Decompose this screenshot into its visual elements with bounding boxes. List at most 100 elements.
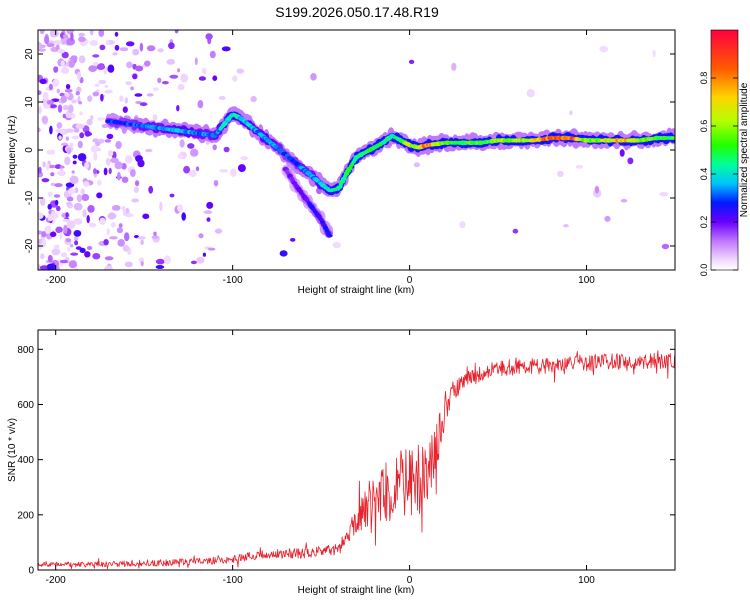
- spectrogram-noise-speck: [237, 164, 246, 173]
- spectrogram-noise-speck: [451, 62, 457, 71]
- spectrogram-noise-speck: [119, 47, 129, 52]
- spectrogram-noise-speck: [117, 239, 125, 247]
- spectrogram-noise-speck: [65, 128, 74, 133]
- snr-panel: -200 -100 0 100 0 200 400 600 800 Height of str…: [7, 329, 676, 596]
- spectrogram-noise-speck: [95, 141, 101, 147]
- spectrogram-noise-layer: [38, 30, 670, 270]
- spectrogram-noise-speck: [70, 55, 78, 61]
- spectrogram-noise-speck: [132, 48, 140, 56]
- spectrogram-noise-speck: [69, 175, 79, 185]
- spectrogram-noise-speck: [181, 212, 186, 221]
- spectrogram-noise-speck: [56, 205, 61, 212]
- spectrogram-noise-speck: [198, 76, 206, 81]
- spectrogram-noise-speck: [78, 55, 86, 64]
- spectrogram-noise-speck: [78, 101, 83, 105]
- spectrogram-noise-speck: [57, 48, 65, 54]
- spectrogram-noise-speck: [236, 68, 245, 74]
- spectrogram-noise-speck: [65, 202, 73, 206]
- spectrogram-noise-speck: [58, 135, 62, 140]
- spectrogram-noise-speck: [40, 44, 46, 48]
- spectrogram-y-tick-label: 20: [24, 48, 35, 60]
- spectrogram-noise-speck: [94, 83, 100, 88]
- spectrogram-noise-speck: [177, 204, 184, 212]
- colorbar-tick-label: 0.2: [699, 216, 709, 229]
- spectrogram-noise-speck: [92, 91, 100, 97]
- spectrogram-noise-speck: [60, 60, 65, 67]
- spectrogram-noise-speck: [142, 213, 150, 220]
- spectrogram-noise-speck: [81, 193, 90, 202]
- colorbar-tick-label: 0.8: [699, 72, 709, 85]
- spectrogram-noise-speck: [76, 194, 83, 203]
- spectrogram-noise-speck: [53, 66, 59, 73]
- spectrogram-noise-speck: [41, 115, 48, 124]
- spectrogram-noise-speck: [188, 169, 197, 178]
- spectrogram-noise-speck: [195, 166, 200, 172]
- spectrogram-noise-speck: [60, 36, 67, 46]
- spectrogram-noise-speck: [122, 106, 128, 113]
- spectrogram-noise-speck: [180, 73, 189, 83]
- spectrogram-noise-speck: [82, 209, 87, 218]
- spectrogram-noise-speck: [134, 180, 140, 187]
- spectrogram-noise-speck: [205, 33, 213, 40]
- spectrogram-noise-speck: [179, 139, 185, 148]
- spectrogram-ridge-layer: [104, 106, 675, 239]
- spectrogram-y-tick-label: -10: [24, 190, 35, 205]
- spectrogram-noise-speck: [63, 224, 68, 234]
- spectrogram-noise-speck: [89, 30, 94, 36]
- spectrogram-noise-speck: [65, 182, 75, 188]
- spectrogram-noise-speck: [169, 74, 179, 79]
- spectrogram-noise-speck: [104, 265, 113, 270]
- spectrogram-noise-speck: [159, 201, 163, 211]
- colorbar-label: Normalized spectral amplitude: [739, 82, 750, 217]
- spectrogram-noise-speck: [39, 78, 47, 84]
- spectrogram-noise-speck: [70, 252, 79, 256]
- snr-x-tick-label: 0: [407, 575, 413, 586]
- spectrogram-noise-speck: [53, 40, 62, 45]
- spectrogram-noise-speck: [55, 226, 63, 234]
- spectrogram-noise-speck: [310, 73, 317, 81]
- spectrogram-noise-speck: [121, 176, 129, 183]
- spectrogram-noise-speck: [79, 247, 86, 253]
- spectrogram-noise-speck: [62, 34, 69, 39]
- spectrogram-y-tick-label: 10: [24, 96, 35, 108]
- spectrogram-noise-speck: [47, 191, 53, 197]
- spectrogram-noise-speck: [93, 62, 99, 66]
- spectrogram-noise-speck: [627, 157, 634, 165]
- spectrogram-noise-speck: [54, 199, 59, 206]
- spectrogram-noise-speck: [137, 236, 146, 240]
- spectrogram-noise-speck: [207, 247, 216, 251]
- spectrogram-noise-speck: [56, 88, 60, 94]
- spectrogram-noise-speck: [166, 59, 176, 65]
- spectrogram-noise-speck: [108, 167, 112, 175]
- spectrogram-noise-speck: [66, 196, 74, 202]
- spectrogram-noise-speck: [126, 61, 133, 69]
- spectrogram-noise-speck: [40, 253, 45, 260]
- spectrogram-noise-speck: [121, 163, 127, 170]
- spectrogram-noise-speck: [68, 188, 76, 195]
- colorbar-gradient: [710, 29, 739, 271]
- spectrogram-noise-speck: [206, 140, 210, 145]
- spectrogram-noise-speck: [64, 88, 73, 93]
- spectrogram-noise-speck: [59, 259, 69, 264]
- spectrogram-noise-speck: [203, 210, 213, 214]
- spectrogram-noise-speck: [161, 81, 169, 85]
- spectrogram-noise-speck: [130, 86, 134, 91]
- spectrogram-noise-speck: [84, 162, 90, 169]
- spectrogram-noise-speck: [594, 185, 600, 194]
- spectrogram-noise-speck: [124, 232, 130, 242]
- spectrogram-noise-speck: [139, 102, 148, 107]
- spectrogram-noise-speck: [69, 244, 74, 248]
- spectrogram-noise-speck: [38, 243, 43, 250]
- snr-frame: [37, 329, 676, 571]
- spectrogram-noise-speck: [46, 163, 50, 171]
- spectrogram-noise-speck: [332, 242, 341, 249]
- spectrogram-noise-speck: [38, 173, 43, 178]
- snr-background: [38, 330, 675, 570]
- spectrogram-noise-speck: [130, 169, 136, 178]
- spectrogram-noise-speck: [187, 143, 195, 149]
- spectrogram-noise-speck: [107, 64, 115, 73]
- spectrogram-noise-speck: [74, 267, 79, 270]
- spectrogram-noise-speck: [78, 36, 86, 43]
- spectrogram-noise-speck: [107, 212, 117, 220]
